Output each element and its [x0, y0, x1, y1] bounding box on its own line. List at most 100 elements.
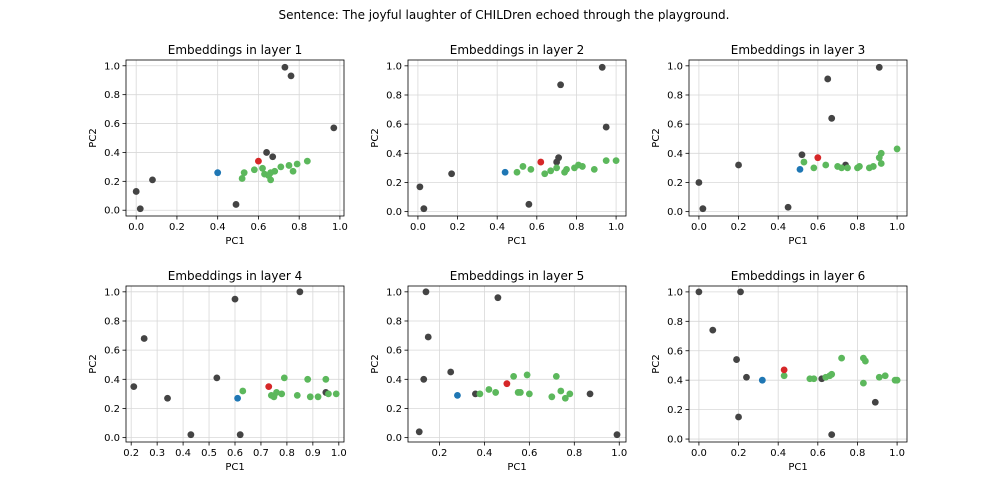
data-point — [555, 154, 563, 162]
y-tick-label: 1.0 — [386, 287, 402, 298]
x-tick-label: 0.8 — [850, 448, 866, 459]
data-point — [800, 158, 808, 166]
data-point — [537, 158, 545, 166]
x-tick-label: 0.2 — [432, 448, 448, 459]
y-tick-label: 0.8 — [667, 317, 683, 328]
y-tick-label: 0.0 — [667, 435, 683, 446]
x-tick-label: 0.6 — [521, 448, 537, 459]
subplot-title: Embeddings in layer 3 — [731, 43, 865, 57]
data-point — [780, 372, 788, 380]
x-tick-label: 0.4 — [489, 222, 505, 233]
x-tick-label: 0.2 — [450, 222, 466, 233]
data-point — [240, 169, 248, 177]
data-point — [267, 176, 275, 184]
y-tick-label: 0.2 — [667, 405, 683, 416]
data-point — [420, 375, 428, 383]
data-point — [780, 366, 788, 374]
data-point — [860, 379, 867, 387]
x-axis-label: PC1 — [507, 236, 526, 247]
y-tick-label: 0.6 — [386, 120, 402, 131]
y-tick-label: 0.8 — [386, 90, 402, 101]
x-tick-label: 0.7 — [253, 448, 269, 459]
y-tick-label: 0.2 — [667, 178, 683, 189]
y-tick-label: 1.0 — [104, 61, 120, 72]
data-point — [733, 356, 740, 363]
data-point — [561, 394, 569, 402]
data-point — [332, 390, 340, 398]
data-point — [709, 326, 717, 334]
data-point — [861, 357, 869, 365]
subplot-title: Embeddings in layer 2 — [450, 43, 584, 57]
y-tick-label: 0.0 — [104, 433, 120, 444]
data-point — [265, 383, 273, 390]
y-tick-label: 0.6 — [386, 346, 402, 357]
data-point — [293, 391, 301, 399]
x-tick-label: 1.0 — [331, 448, 347, 459]
subplot-layer-5: 0.2 0.4 0.6 0.8 1.0 0.0 0.2 0.4 0.6 0.8 1.0 Embeddi… — [370, 269, 627, 473]
data-point — [844, 164, 851, 172]
y-tick-label: 0.6 — [667, 120, 683, 131]
data-point — [485, 386, 493, 393]
data-point — [476, 390, 484, 398]
data-point — [263, 149, 270, 156]
data-point — [314, 393, 322, 401]
y-axis-label: PC2 — [88, 128, 99, 147]
y-axis-label: PC2 — [370, 128, 381, 147]
x-tick-label: 1.0 — [889, 448, 905, 459]
x-tick-label: 0.0 — [691, 448, 707, 459]
y-tick-label: 0.4 — [667, 149, 683, 160]
x-tick-label: 0.8 — [279, 448, 295, 459]
y-axis-label: PC2 — [370, 354, 381, 373]
data-point — [552, 372, 560, 380]
data-point — [523, 371, 531, 379]
x-tick-label: 0.8 — [850, 222, 866, 233]
data-point — [447, 368, 455, 376]
x-tick-label: 1.0 — [608, 222, 624, 233]
subplot-layer-1: 0.0 0.2 0.4 0.6 0.8 1.0 0.0 0.2 0.4 0.6 0.8 1.0 Embe… — [88, 43, 348, 247]
data-point — [798, 151, 806, 159]
y-tick-label: 0.8 — [667, 90, 683, 101]
x-tick-label: 0.0 — [691, 222, 707, 233]
data-point — [875, 373, 883, 381]
data-point — [566, 390, 574, 398]
data-point — [590, 165, 598, 173]
data-point — [828, 114, 836, 122]
data-point — [758, 376, 766, 384]
data-point — [525, 200, 533, 208]
x-tick-label: 0.8 — [566, 448, 582, 459]
data-point — [516, 389, 524, 396]
data-point — [814, 154, 822, 162]
subplot-layer-2: 0.0 0.2 0.4 0.6 0.8 1.0 0.0 0.2 0.4 0.6 0.8 1.0 Embe… — [370, 43, 627, 247]
data-point — [269, 153, 277, 161]
y-tick-label: 0.4 — [104, 375, 120, 386]
axes-frame — [125, 285, 345, 443]
data-point — [510, 372, 518, 380]
data-point — [238, 175, 246, 182]
data-point — [293, 160, 301, 168]
y-tick-label: 0.4 — [386, 375, 402, 386]
y-tick-label: 0.4 — [667, 376, 683, 387]
x-axis-label: PC1 — [225, 462, 244, 473]
data-point — [519, 163, 527, 170]
y-tick-label: 0.2 — [104, 177, 120, 188]
data-point — [136, 205, 144, 213]
data-point — [322, 375, 330, 383]
data-point — [304, 375, 312, 383]
data-point — [838, 354, 845, 362]
data-point — [602, 157, 610, 164]
axes-frame — [688, 59, 908, 217]
data-point — [306, 393, 314, 401]
data-point — [501, 168, 509, 176]
data-point — [140, 335, 148, 342]
x-tick-label: 0.4 — [175, 448, 191, 459]
x-axis-label: PC1 — [507, 462, 526, 473]
x-tick-label: 0.8 — [569, 222, 585, 233]
y-tick-label: 0.6 — [104, 119, 120, 130]
data-point — [325, 390, 332, 398]
data-point — [893, 376, 901, 384]
y-tick-label: 0.0 — [667, 207, 683, 218]
data-point — [557, 81, 564, 89]
data-point — [232, 201, 240, 208]
data-point — [824, 75, 832, 83]
